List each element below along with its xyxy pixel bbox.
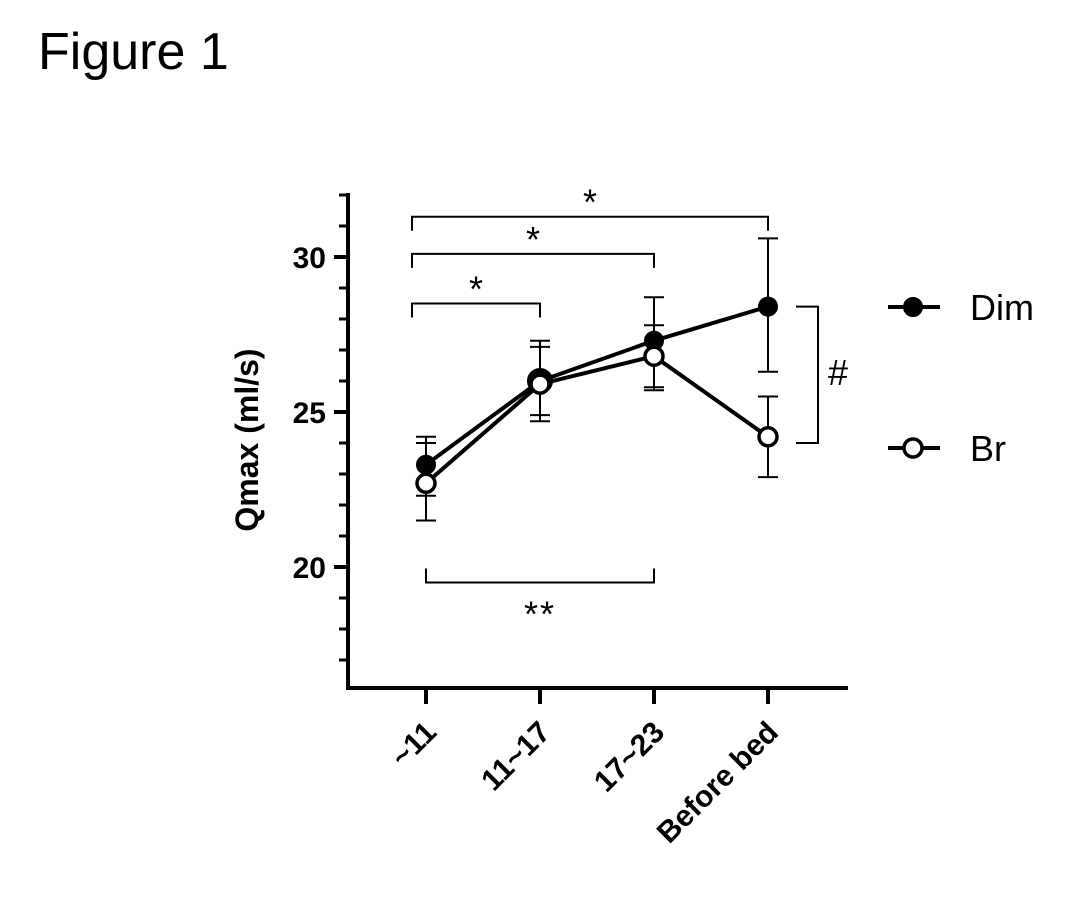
significance-bracket (411, 215, 769, 231)
series-line (424, 304, 769, 467)
data-point (415, 472, 437, 495)
x-tick-label: ~11 (385, 716, 443, 774)
legend-marker (903, 297, 923, 317)
significance-bracket (411, 252, 655, 268)
significance-annotations: *****# (411, 182, 848, 635)
significance-label: * (583, 182, 597, 223)
x-tick-label: 17~23 (588, 716, 671, 799)
significance-bracket (796, 305, 819, 444)
legend: Dim Br (888, 287, 1034, 469)
legend-item-br: Br (888, 428, 1006, 469)
significance-label: # (828, 352, 848, 393)
significance-label: * (469, 269, 483, 310)
series-line (424, 354, 770, 485)
significance-bracket (411, 302, 541, 318)
figure-title: Figure 1 (38, 23, 229, 81)
data-point (643, 345, 665, 367)
y-tick-label: 25 (293, 397, 326, 430)
legend-marker (902, 437, 924, 459)
x-tick-label: Before bed (651, 716, 785, 850)
significance-label: * (526, 219, 540, 260)
legend-label: Br (970, 428, 1006, 469)
data-point (757, 426, 779, 448)
series-layer (415, 237, 779, 522)
y-tick-label: 20 (293, 552, 326, 585)
significance-label: ** (524, 594, 556, 635)
data-point (529, 373, 551, 395)
series-br (415, 324, 779, 522)
y-axis-title: Qmax (ml/s) (229, 348, 265, 531)
y-tick-label: 30 (293, 242, 326, 275)
legend-label: Dim (970, 287, 1034, 328)
significance-bracket (425, 568, 655, 584)
x-tick-label: 11~17 (475, 716, 557, 798)
legend-item-dim: Dim (888, 287, 1034, 328)
data-point (758, 296, 778, 317)
